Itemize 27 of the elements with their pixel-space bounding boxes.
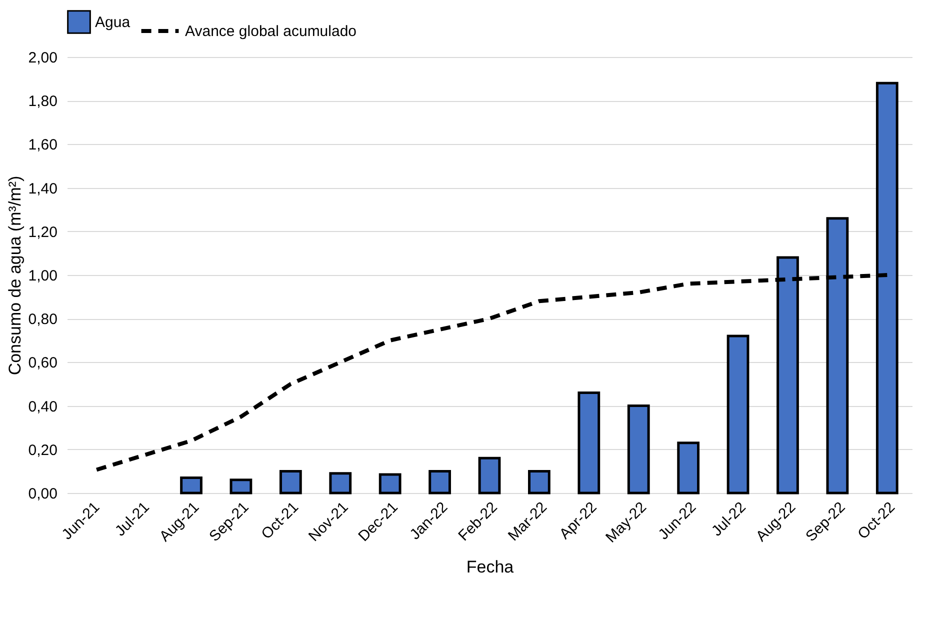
y-tick-label: 0,40 xyxy=(28,398,58,416)
bar xyxy=(627,404,650,494)
y-tick-label: 1,60 xyxy=(28,136,58,154)
y-tick-label: 0,00 xyxy=(28,486,58,502)
bar xyxy=(478,456,501,494)
bar xyxy=(528,470,550,494)
y-tick-label: 0,80 xyxy=(28,311,58,328)
y-axis-title: Consumo de agua (m³/m²) xyxy=(5,176,24,376)
y-tick-label: 0,60 xyxy=(28,354,58,372)
bar xyxy=(726,334,750,494)
bar xyxy=(329,472,352,494)
bar xyxy=(378,473,402,494)
y-tick-label: 1,00 xyxy=(28,268,58,284)
bar xyxy=(578,391,600,494)
bar xyxy=(428,470,451,494)
y-tick-label: 1,40 xyxy=(28,180,58,198)
bar xyxy=(279,470,302,494)
bar xyxy=(230,478,252,494)
y-tick-label: 0,20 xyxy=(28,442,58,459)
y-tick-label: 1,20 xyxy=(28,224,58,241)
legend-label: Agua xyxy=(95,14,131,31)
y-tick-label: 1,80 xyxy=(28,93,58,110)
bar xyxy=(677,442,700,494)
y-tick-label: 2,00 xyxy=(28,50,58,66)
x-axis-title: Fecha xyxy=(466,557,514,576)
legend-label: Avance global acumulado xyxy=(185,23,357,40)
bar xyxy=(180,476,202,494)
